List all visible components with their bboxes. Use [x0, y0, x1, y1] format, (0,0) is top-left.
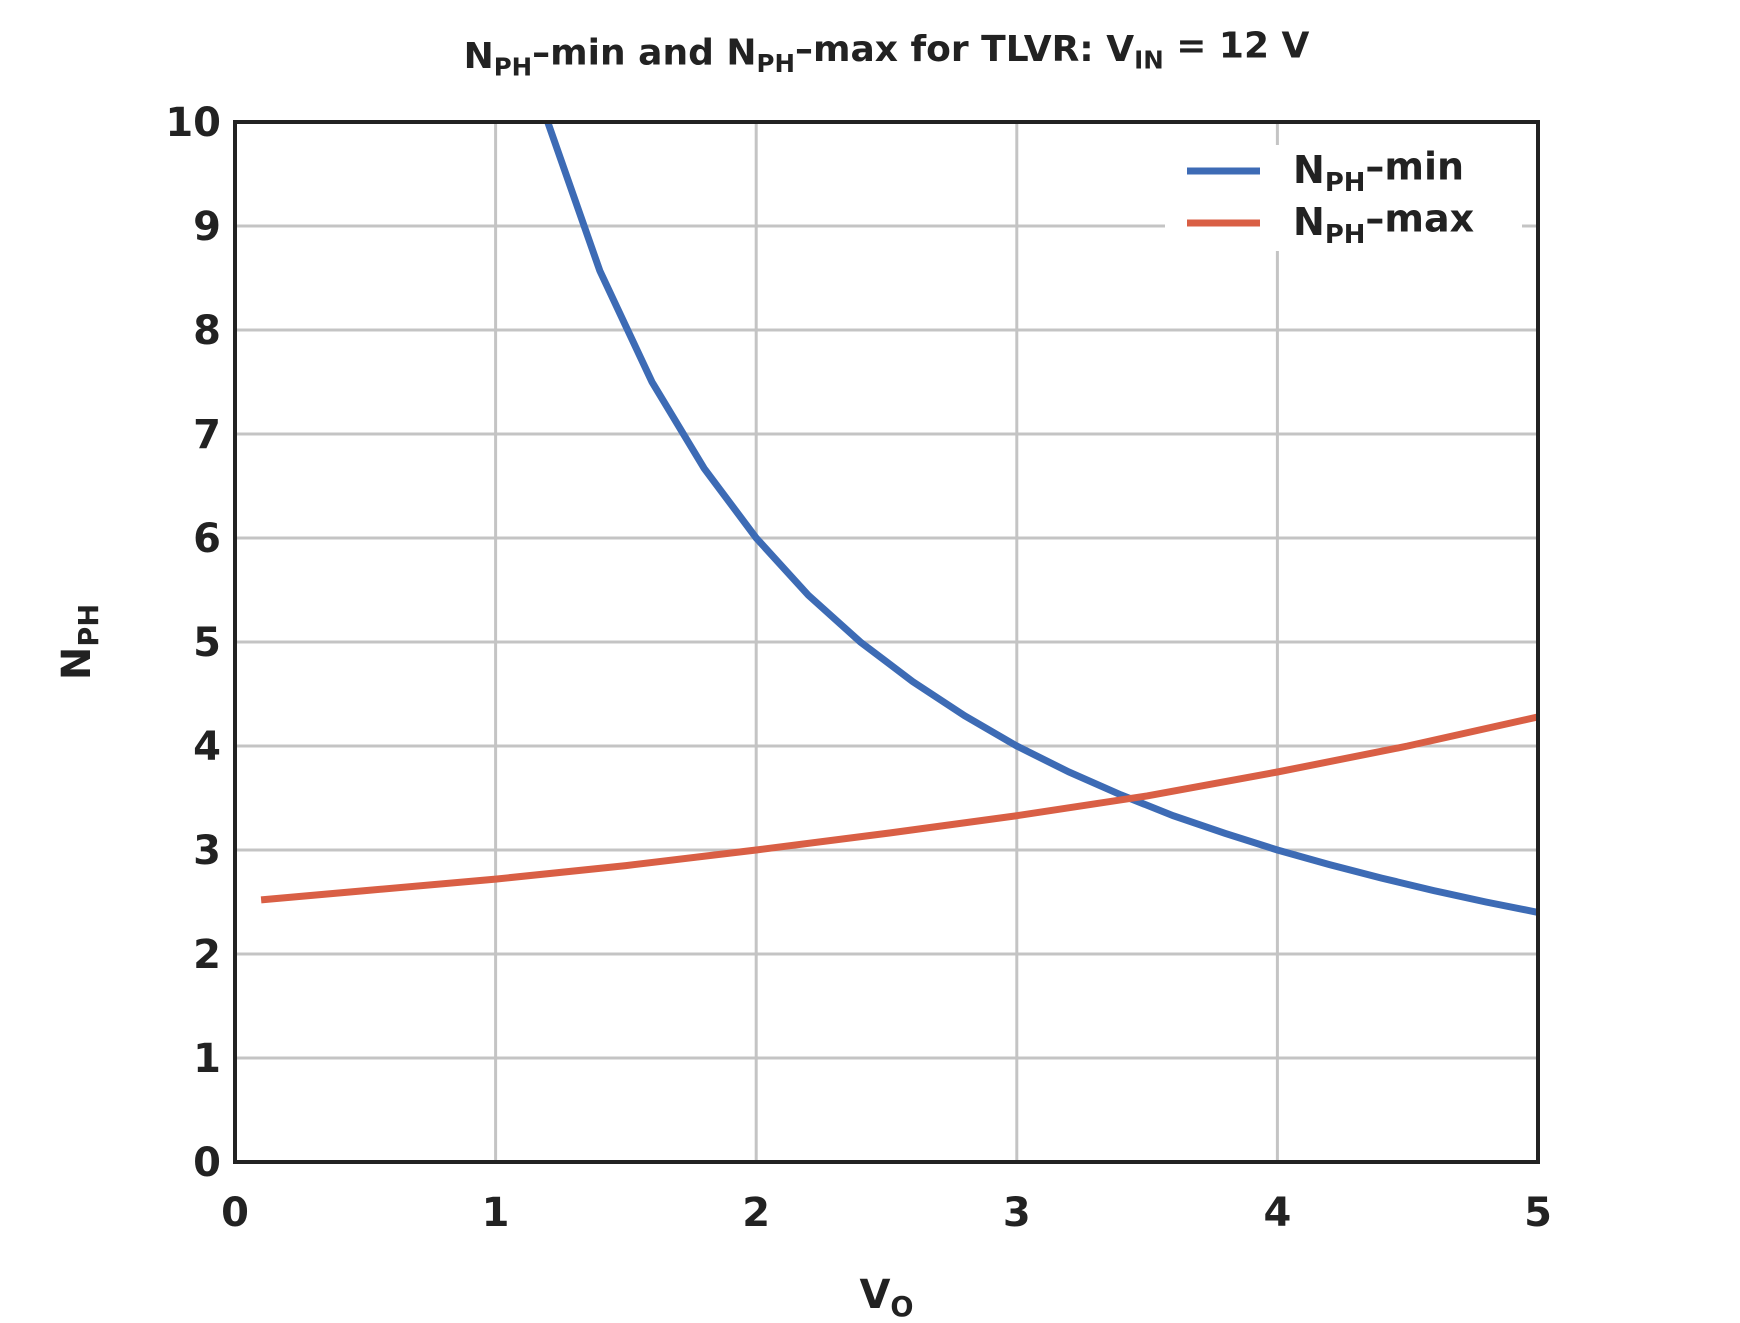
- chart-title-part: –max for TLVR: V: [795, 29, 1134, 70]
- x-tick-label: 1: [482, 1190, 510, 1236]
- chart-title-part: PH: [757, 49, 795, 78]
- chart-title-part: –min and N: [532, 33, 756, 74]
- chart-title-part: = 12 V: [1164, 26, 1310, 67]
- y-tick-label: 7: [193, 412, 221, 458]
- y-tick-label: 9: [193, 204, 221, 250]
- y-tick-label: 5: [193, 620, 221, 666]
- legend-label: NPH–max: [1293, 196, 1474, 249]
- legend-label-part: N: [1293, 200, 1325, 244]
- legend-label-part: PH: [1325, 168, 1366, 198]
- y-tick-label: 8: [193, 308, 221, 354]
- y-axis-label: NPH: [54, 604, 105, 680]
- legend-label-part: –max: [1365, 196, 1474, 240]
- y-tick-label: 4: [193, 724, 221, 770]
- y-tick-label: 1: [193, 1036, 221, 1082]
- chart-title: NPH–min and NPH–max for TLVR: VIN = 12 V: [464, 26, 1310, 82]
- legend-label-part: –min: [1365, 144, 1464, 188]
- series-line: [260, 713, 1538, 904]
- x-tick-label: 5: [1524, 1190, 1552, 1236]
- y-tick-label: 3: [193, 828, 221, 874]
- legend-label: NPH–min: [1293, 144, 1464, 197]
- legend-label-part: PH: [1325, 220, 1366, 250]
- chart-title-part: PH: [494, 52, 532, 81]
- x-tick-label: 4: [1263, 1190, 1291, 1236]
- y-tick-label: 2: [193, 932, 221, 978]
- chart-title-part: N: [464, 36, 494, 77]
- x-axis-label-part: V: [859, 1272, 890, 1318]
- y-tick-label: 6: [193, 516, 221, 562]
- y-tick-label: 10: [165, 100, 221, 146]
- y-axis-label-part: PH: [74, 604, 105, 647]
- series-line: [544, 122, 1538, 916]
- y-axis-label-part: N: [54, 647, 100, 680]
- x-tick-label: 3: [1003, 1190, 1031, 1236]
- x-tick-label: 2: [742, 1190, 770, 1236]
- x-tick-label: 0: [221, 1190, 249, 1236]
- x-axis-label: VO: [859, 1272, 913, 1323]
- y-tick-label: 0: [193, 1140, 221, 1186]
- legend-label-part: N: [1293, 148, 1325, 192]
- legend-box: [1165, 145, 1522, 251]
- x-axis-label-part: O: [890, 1292, 913, 1323]
- chart-title-part: IN: [1134, 45, 1164, 74]
- plot-frame: [233, 120, 1540, 1164]
